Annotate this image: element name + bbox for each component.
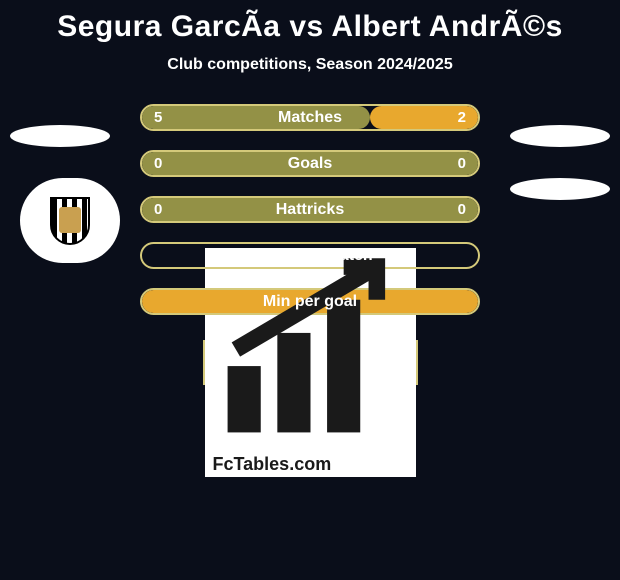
stat-label: Goals per match — [142, 247, 478, 265]
chart-icon — [211, 436, 410, 453]
stat-row: 00Hattricks — [140, 196, 480, 223]
brand-attribution: FcTables.com — [203, 340, 418, 385]
crest-icon — [45, 191, 95, 251]
brand-wrap: FcTables.com — [205, 248, 416, 477]
player-badge-right-1 — [510, 125, 610, 147]
player-badge-left — [10, 125, 110, 147]
stat-label: Hattricks — [142, 201, 478, 219]
stat-label: Goals — [142, 155, 478, 173]
stat-row: 52Matches — [140, 104, 480, 131]
subtitle: Club competitions, Season 2024/2025 — [0, 56, 620, 74]
stat-label: Min per goal — [142, 293, 478, 311]
page-title: Segura GarcÃ­a vs Albert AndrÃ©s — [0, 10, 620, 44]
brand-name: FcTables.com — [211, 454, 334, 474]
comparison-card: Segura GarcÃ­a vs Albert AndrÃ©s Club co… — [0, 0, 620, 427]
stat-row: 00Goals — [140, 150, 480, 177]
player-badge-right-2 — [510, 178, 610, 200]
club-crest-left — [20, 178, 120, 263]
stat-label: Matches — [142, 109, 478, 127]
